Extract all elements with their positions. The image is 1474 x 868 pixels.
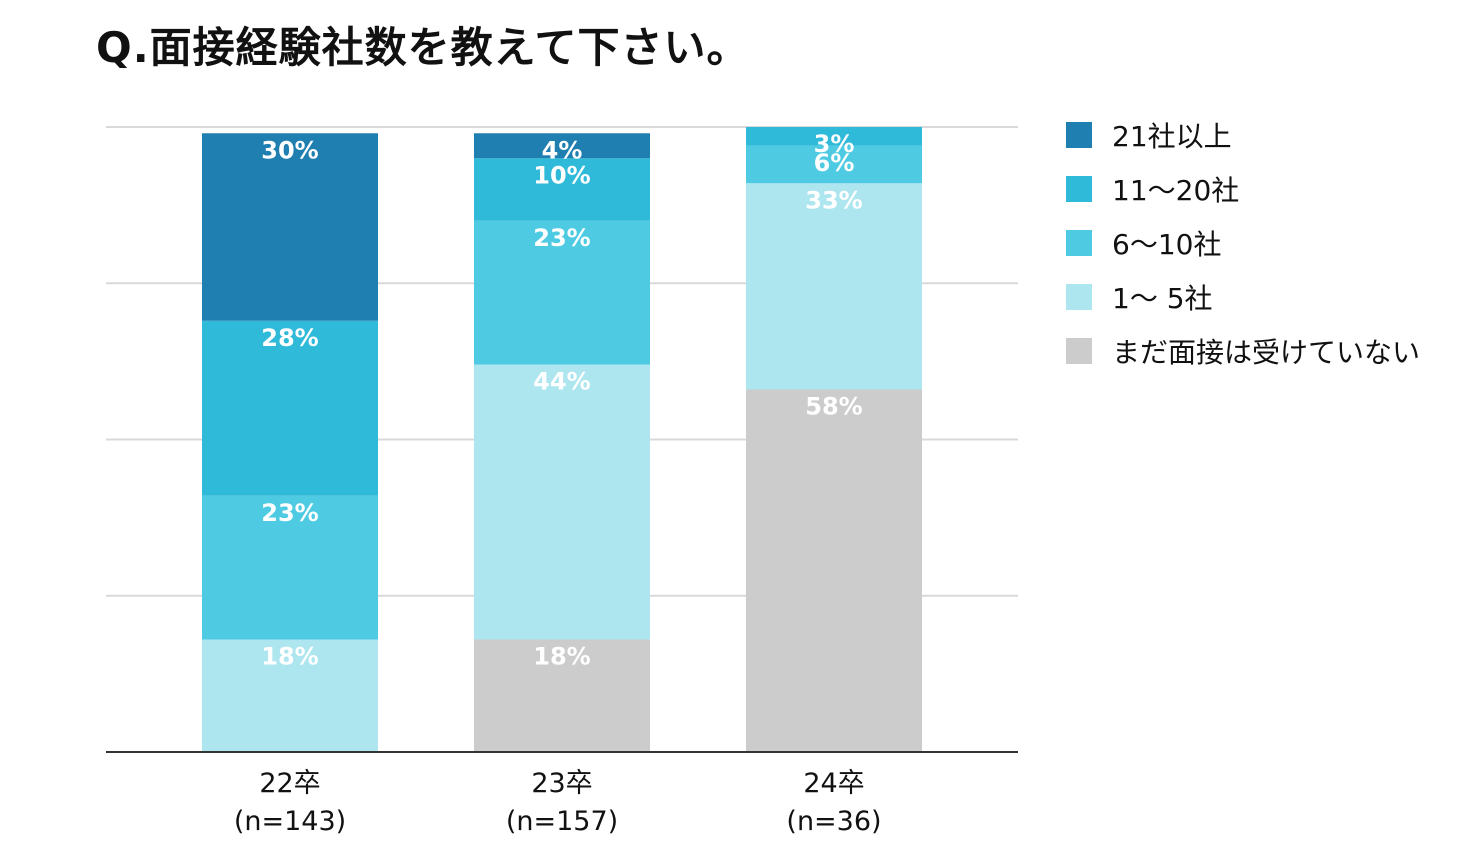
bar-value-label: 10% — [533, 161, 590, 189]
legend-swatch — [1066, 176, 1092, 202]
bar-segment — [474, 158, 650, 221]
x-axis-labels: 22卒 (n=143) 23卒 (n=157) 24卒 (n=36) — [234, 768, 882, 837]
chart-title: Q.面接経験社数を教えて下さい。 — [96, 23, 750, 72]
bar-value-label: 44% — [533, 368, 590, 396]
bar-segment — [746, 145, 922, 184]
legend-item: 11～20社 — [1066, 162, 1420, 216]
bar-value-label: 28% — [261, 324, 318, 352]
bar-value-label: 58% — [805, 393, 862, 421]
bar-value-label: 33% — [805, 186, 862, 214]
x-tick-label: 24卒 — [803, 768, 864, 799]
x-tick-label: 23卒 — [531, 768, 592, 799]
bar-value-label: 3% — [814, 130, 855, 158]
legend: 21社以上 11～20社 6～10社 1～ 5社まだ面接は受けていない — [1066, 108, 1420, 378]
legend-label: 11～20社 — [1112, 174, 1240, 207]
bar-value-label: 4% — [542, 136, 583, 164]
bar-value-label: 23% — [261, 499, 318, 527]
bar-segment — [202, 639, 378, 752]
legend-label: 1～ 5社 — [1112, 282, 1213, 315]
bar-value-label: 23% — [533, 224, 590, 252]
stacked-bar-chart: 18% 23% 28% 30% 18% 44% 23% 10%4% 58% 33% 6%3% 22卒… — [106, 126, 1018, 837]
legend-item: 1～ 5社 — [1066, 270, 1420, 324]
bar-segment — [202, 320, 378, 496]
bar-segment — [474, 364, 650, 640]
bar-segment — [746, 127, 922, 146]
bar-segment — [474, 220, 650, 365]
legend-item: 6～10社 — [1066, 216, 1420, 270]
bars — [202, 127, 922, 752]
bar-value-label: 18% — [261, 643, 318, 671]
legend-item: まだ面接は受けていない — [1066, 324, 1420, 378]
bar-segment — [474, 639, 650, 752]
bar-segment — [202, 133, 378, 321]
bar-value-labels: 18% 23% 28% 30% 18% 44% 23% 10%4% 58% 33% 6%3% — [261, 130, 862, 671]
legend-swatch — [1066, 284, 1092, 310]
legend-swatch — [1066, 338, 1092, 364]
legend-label: まだ面接は受けていない — [1112, 336, 1421, 369]
x-tick-sublabel: (n=36) — [786, 806, 881, 837]
x-tick-label: 22卒 — [259, 768, 320, 799]
bar-segment — [202, 495, 378, 640]
bar-segment — [746, 389, 922, 752]
legend-swatch — [1066, 122, 1092, 148]
bar-segment — [746, 183, 922, 390]
x-tick-sublabel: (n=143) — [234, 806, 346, 837]
legend-item: 21社以上 — [1066, 108, 1420, 162]
bar-value-label: 30% — [261, 136, 318, 164]
legend-label: 6～10社 — [1112, 228, 1222, 261]
legend-swatch — [1066, 230, 1092, 256]
legend-label: 21社以上 — [1112, 120, 1232, 153]
bar-value-label: 18% — [533, 643, 590, 671]
x-tick-sublabel: (n=157) — [506, 806, 618, 837]
bar-value-label: 6% — [814, 149, 855, 177]
bar-segment — [474, 133, 650, 159]
